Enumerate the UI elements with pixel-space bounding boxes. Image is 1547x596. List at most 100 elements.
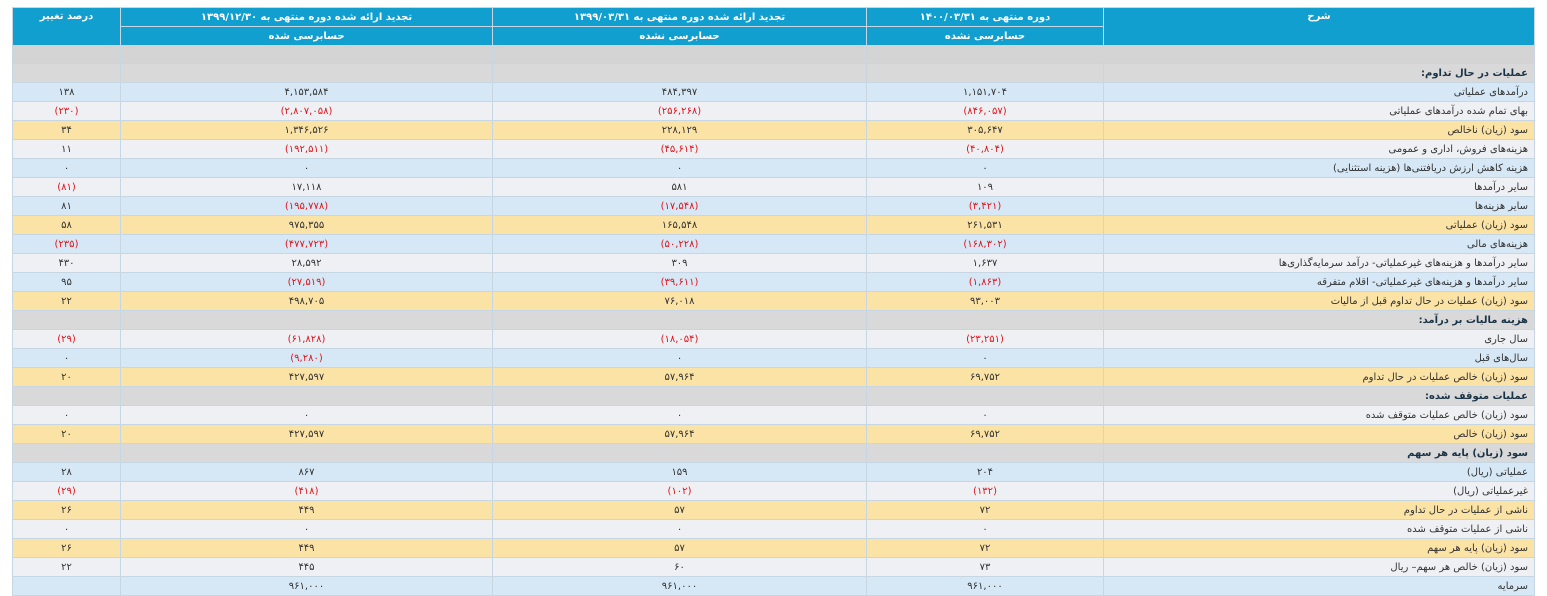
value-change-percent: (۲۹) <box>12 481 121 501</box>
table-row: هزینه کاهش ارزش دریافتنی‌ها (هزینه استثن… <box>12 158 1535 178</box>
value-period-1399-y: (۲۷,۵۱۹) <box>120 272 493 292</box>
row-label: سود (زیان) پایه هر سهم <box>1103 538 1535 558</box>
value-period-1399-y: (۴۱۸) <box>120 481 493 501</box>
value-change-percent: ۲۶ <box>12 538 121 558</box>
value-period-1399-q <box>492 386 867 406</box>
table-row: هزینه‌های فروش، اداری و عمومی (۴۰,۸۰۴) (۴۵… <box>12 139 1535 159</box>
value-change-percent: (۲۳۵) <box>12 234 121 254</box>
table-row: عملیاتی (ریال) ۲۰۴ ۱۵۹ ۸۶۷ ۲۸ <box>12 462 1535 482</box>
header-audit-status-2: حسابرسی نشده <box>492 26 867 46</box>
table-row: سایر درآمدها ۱۰۹ ۵۸۱ ۱۷,۱۱۸ (۸۱) <box>12 177 1535 197</box>
row-label: سود (زیان) پایه هر سهم <box>1103 443 1535 463</box>
value-change-percent: ۵۸ <box>12 215 121 235</box>
value-period-1399-q: (۱۰۲) <box>492 481 867 501</box>
value-period-1400: ۰ <box>866 158 1104 178</box>
table-row: سود (زیان) خالص عملیات متوقف شده ۰ ۰ ۰ ۰ <box>12 405 1535 425</box>
value-change-percent: ۲۶ <box>12 500 121 520</box>
value-period-1400: (۳,۴۲۱) <box>866 196 1104 216</box>
row-label: هزینه کاهش ارزش دریافتنی‌ها (هزینه استثن… <box>1103 158 1535 178</box>
value-period-1400: ۰ <box>866 519 1104 539</box>
table-row: سود (زیان) ناخالص ۳۰۵,۶۴۷ ۲۲۸,۱۲۹ ۱,۳۴۶,۵۲۶… <box>12 120 1535 140</box>
row-label: غیرعملیاتی (ریال) <box>1103 481 1535 501</box>
value-period-1400: ۶۹,۷۵۲ <box>866 367 1104 387</box>
row-label: عملیاتی (ریال) <box>1103 462 1535 482</box>
value-period-1399-y: ۴,۱۵۳,۵۸۴ <box>120 82 493 102</box>
section-header-row: عملیات در حال تداوم: <box>12 63 1535 83</box>
value-period-1399-y: ۲۸,۵۹۲ <box>120 253 493 273</box>
value-period-1400: ۲۰۴ <box>866 462 1104 482</box>
value-change-percent: (۲۹) <box>12 329 121 349</box>
table-row: سود (زیان) عملیاتی ۲۶۱,۵۳۱ ۱۶۵,۵۴۸ ۹۷۵,۳۵۵ ۵… <box>12 215 1535 235</box>
value-period-1399-y: (۱۹۵,۷۷۸) <box>120 196 493 216</box>
value-period-1399-y: ۰ <box>120 158 493 178</box>
value-period-1399-q: (۱۷,۵۴۸) <box>492 196 867 216</box>
value-period-1399-q: ۰ <box>492 405 867 425</box>
value-change-percent: ۲۰ <box>12 367 121 387</box>
value-period-1399-q: (۳۹,۶۱۱) <box>492 272 867 292</box>
row-label: ناشی از عملیات متوقف شده <box>1103 519 1535 539</box>
value-change-percent: ۲۲ <box>12 291 121 311</box>
section-header-row: هزینه مالیات بر درآمد: <box>12 310 1535 330</box>
row-label: سود (زیان) عملیاتی <box>1103 215 1535 235</box>
table-row: سرمایه ۹۶۱,۰۰۰ ۹۶۱,۰۰۰ ۹۶۱,۰۰۰ <box>12 576 1535 596</box>
header-audit-status-1: حسابرسی نشده <box>866 26 1104 46</box>
value-period-1399-q: (۲۵۶,۲۶۸) <box>492 101 867 121</box>
value-change-percent: ۴۳۰ <box>12 253 121 273</box>
value-period-1399-y: ۴۴۹ <box>120 500 493 520</box>
value-period-1400 <box>866 443 1104 463</box>
value-period-1400 <box>866 386 1104 406</box>
table-header: شرح دوره منتهی به ۱۴۰۰/۰۳/۳۱ تجدید ارائه… <box>12 7 1535 46</box>
table-row: درآمدهای عملیاتی ۱,۱۵۱,۷۰۴ ۴۸۴,۳۹۷ ۴,۱۵۳,۵۸… <box>12 82 1535 102</box>
value-change-percent: ۰ <box>12 519 121 539</box>
header-audit-status-3: حسابرسی شده <box>120 26 493 46</box>
row-label: سود (زیان) عملیات در حال تداوم قبل از ما… <box>1103 291 1535 311</box>
row-label: هزینه مالیات بر درآمد: <box>1103 310 1535 330</box>
value-period-1400: ۹۶۱,۰۰۰ <box>866 576 1104 596</box>
value-period-1400 <box>866 310 1104 330</box>
value-change-percent: ۱۳۸ <box>12 82 121 102</box>
row-label: هزینه‌های مالی <box>1103 234 1535 254</box>
value-period-1399-y <box>120 310 493 330</box>
value-change-percent: ۰ <box>12 158 121 178</box>
header-period-1400: دوره منتهی به ۱۴۰۰/۰۳/۳۱ <box>866 7 1104 27</box>
value-period-1400: (۱۳۲) <box>866 481 1104 501</box>
table-row: سایر هزینه‌ها (۳,۴۲۱) (۱۷,۵۴۸) (۱۹۵,۷۷۸) ۸۱ <box>12 196 1535 216</box>
row-label: سایر درآمدها و هزینه‌های غیرعملیاتی- اقل… <box>1103 272 1535 292</box>
value-period-1399-y: ۰ <box>120 519 493 539</box>
value-period-1399-q: ۵۷ <box>492 538 867 558</box>
table-row: ناشی از عملیات متوقف شده ۰ ۰ ۰ ۰ <box>12 519 1535 539</box>
header-description: شرح <box>1103 7 1535 46</box>
value-period-1399-y <box>120 386 493 406</box>
value-change-percent: (۲۳۰) <box>12 101 121 121</box>
row-label: سرمایه <box>1103 576 1535 596</box>
value-change-percent: ۲۸ <box>12 462 121 482</box>
value-period-1399-q: ۵۸۱ <box>492 177 867 197</box>
value-period-1399-y: (۴۷۷,۷۲۳) <box>120 234 493 254</box>
value-period-1399-q: ۵۷,۹۶۴ <box>492 367 867 387</box>
row-label: سال جاری <box>1103 329 1535 349</box>
table-row: سود (زیان) خالص هر سهم– ریال ۷۳ ۶۰ ۴۴۵ ۲۲ <box>12 557 1535 577</box>
value-period-1399-y: ۴۲۷,۵۹۷ <box>120 424 493 444</box>
value-period-1399-y: ۹۶۱,۰۰۰ <box>120 576 493 596</box>
row-label: سود (زیان) خالص عملیات در حال تداوم <box>1103 367 1535 387</box>
value-change-percent: (۸۱) <box>12 177 121 197</box>
row-label: سال‌های قبل <box>1103 348 1535 368</box>
value-period-1399-y: (۶۱,۸۲۸) <box>120 329 493 349</box>
value-period-1399-q: (۱۸,۰۵۴) <box>492 329 867 349</box>
value-period-1399-q <box>492 63 867 83</box>
value-period-1399-y: ۰ <box>120 405 493 425</box>
value-period-1400: ۱,۶۳۷ <box>866 253 1104 273</box>
table-row: سایر درآمدها و هزینه‌های غیرعملیاتی- اقل… <box>12 272 1535 292</box>
spacer-row <box>12 45 1535 64</box>
value-period-1399-q: ۱۵۹ <box>492 462 867 482</box>
table-row: هزینه‌های مالی (۱۶۸,۳۰۲) (۵۰,۲۲۸) (۴۷۷,۷۲۳)… <box>12 234 1535 254</box>
value-period-1400: ۹۳,۰۰۳ <box>866 291 1104 311</box>
section-header-row: سود (زیان) پایه هر سهم <box>12 443 1535 463</box>
header-change-percent: درصد تغییر <box>12 7 121 46</box>
value-period-1399-y <box>120 63 493 83</box>
value-period-1399-q: ۹۶۱,۰۰۰ <box>492 576 867 596</box>
value-period-1400: ۱,۱۵۱,۷۰۴ <box>866 82 1104 102</box>
row-label: عملیات متوقف شده: <box>1103 386 1535 406</box>
value-period-1399-y: (۹,۲۸۰) <box>120 348 493 368</box>
value-period-1400: ۷۲ <box>866 538 1104 558</box>
